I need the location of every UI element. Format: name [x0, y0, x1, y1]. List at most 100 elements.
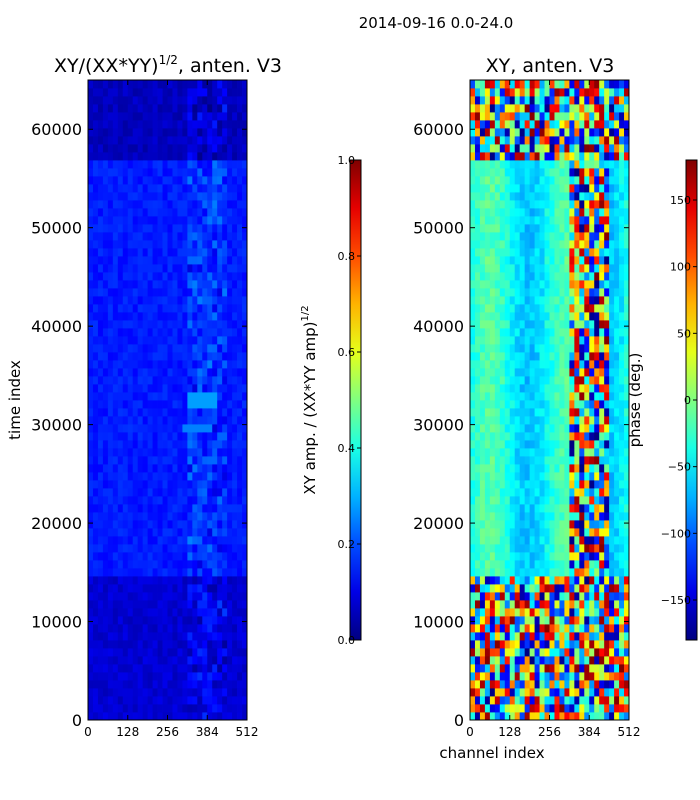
heat-cell — [534, 440, 540, 449]
heat-cell — [117, 640, 124, 649]
heat-cell — [197, 272, 203, 281]
heat-cell — [509, 136, 516, 145]
heat-cell — [524, 384, 531, 393]
heat-cell — [197, 472, 203, 481]
heat-cell — [494, 632, 501, 641]
heat-cell — [112, 256, 119, 265]
heat-cell — [470, 664, 476, 673]
heat-cell — [157, 672, 163, 681]
heat-cell — [470, 176, 476, 185]
heat-cell — [177, 352, 183, 361]
heat-cell — [479, 192, 486, 201]
heat-cell — [157, 472, 163, 481]
heat-cell — [227, 696, 233, 705]
heat-cell — [202, 696, 208, 705]
heat-cell — [624, 344, 630, 353]
heat-cell — [524, 328, 531, 337]
heat-cell — [227, 80, 233, 89]
heat-cell — [574, 616, 580, 625]
x-tick-label: 512 — [236, 725, 259, 739]
heat-cell — [614, 144, 620, 153]
heat-cell — [589, 168, 595, 177]
heat-cell — [227, 552, 233, 561]
heat-cell — [167, 272, 173, 281]
heat-cell — [614, 248, 620, 257]
heat-cell — [519, 584, 526, 593]
heat-cell — [604, 376, 610, 385]
heat-cell — [162, 192, 168, 201]
heat-cell — [559, 344, 565, 353]
heat-cell — [232, 360, 238, 369]
heat-cell — [212, 512, 218, 521]
heat-cell — [599, 520, 605, 529]
heat-cell — [564, 288, 570, 297]
heat-cell — [167, 696, 173, 705]
heat-cell — [514, 688, 521, 697]
heat-cell — [479, 224, 486, 233]
heat-cell — [584, 168, 590, 177]
heat-cell — [227, 168, 233, 177]
heat-cell — [489, 496, 496, 505]
heat-cell — [489, 608, 496, 617]
heat-cell — [524, 168, 531, 177]
heat-cell — [499, 496, 506, 505]
heat-cell — [624, 616, 630, 625]
heat-cell — [92, 96, 99, 105]
amp-colorbar-label-main: XY amp. / (XX*YY amp) — [301, 322, 319, 495]
heat-cell — [137, 448, 144, 457]
heat-cell — [544, 408, 550, 417]
heat-cell — [559, 552, 565, 561]
heat-cell — [489, 352, 496, 361]
heat-cell — [599, 488, 605, 497]
heat-cell — [92, 656, 99, 665]
heat-cell — [192, 112, 198, 121]
heat-cell — [624, 240, 630, 249]
heat-cell — [549, 688, 555, 697]
heat-cell — [539, 632, 545, 641]
heat-cell — [470, 192, 476, 201]
heat-cell — [564, 272, 570, 281]
heat-cell — [207, 680, 213, 689]
heat-cell — [202, 104, 208, 113]
heat-cell — [97, 160, 104, 169]
heat-cell — [167, 456, 173, 465]
heat-cell — [232, 528, 238, 537]
heat-cell — [544, 296, 550, 305]
heat-cell — [132, 696, 139, 705]
heat-cell — [494, 712, 501, 721]
heat-cell — [97, 688, 104, 697]
heat-cell — [162, 136, 168, 145]
heat-cell — [117, 272, 124, 281]
heat-cell — [202, 664, 208, 673]
heat-cell — [519, 600, 526, 609]
heat-cell — [227, 488, 233, 497]
heat-cell — [579, 280, 585, 289]
heat-cell — [599, 216, 605, 225]
heat-cell — [549, 272, 555, 281]
heat-cell — [232, 120, 238, 129]
heat-cell — [132, 328, 139, 337]
heat-cell — [614, 368, 620, 377]
heat-cell — [127, 392, 134, 401]
heat-cell — [212, 544, 218, 553]
heat-cell — [92, 256, 99, 265]
heat-cell — [137, 512, 144, 521]
heat-cell — [544, 432, 550, 441]
heat-cell — [182, 632, 188, 641]
heat-cell — [474, 256, 481, 265]
heat-cell — [147, 448, 153, 457]
heat-cell — [182, 488, 188, 497]
heat-cell — [484, 640, 491, 649]
heat-cell — [202, 184, 208, 193]
heat-cell — [142, 112, 149, 121]
heat-cell — [489, 528, 496, 537]
heat-cell — [172, 424, 178, 433]
heat-cell — [574, 416, 580, 425]
heat-cell — [192, 440, 198, 449]
heat-cell — [227, 304, 233, 313]
heat-cell — [614, 664, 620, 673]
heat-cell — [499, 232, 506, 241]
heat-cell — [142, 592, 149, 601]
heat-cell — [599, 312, 605, 321]
heat-cell — [479, 560, 486, 569]
